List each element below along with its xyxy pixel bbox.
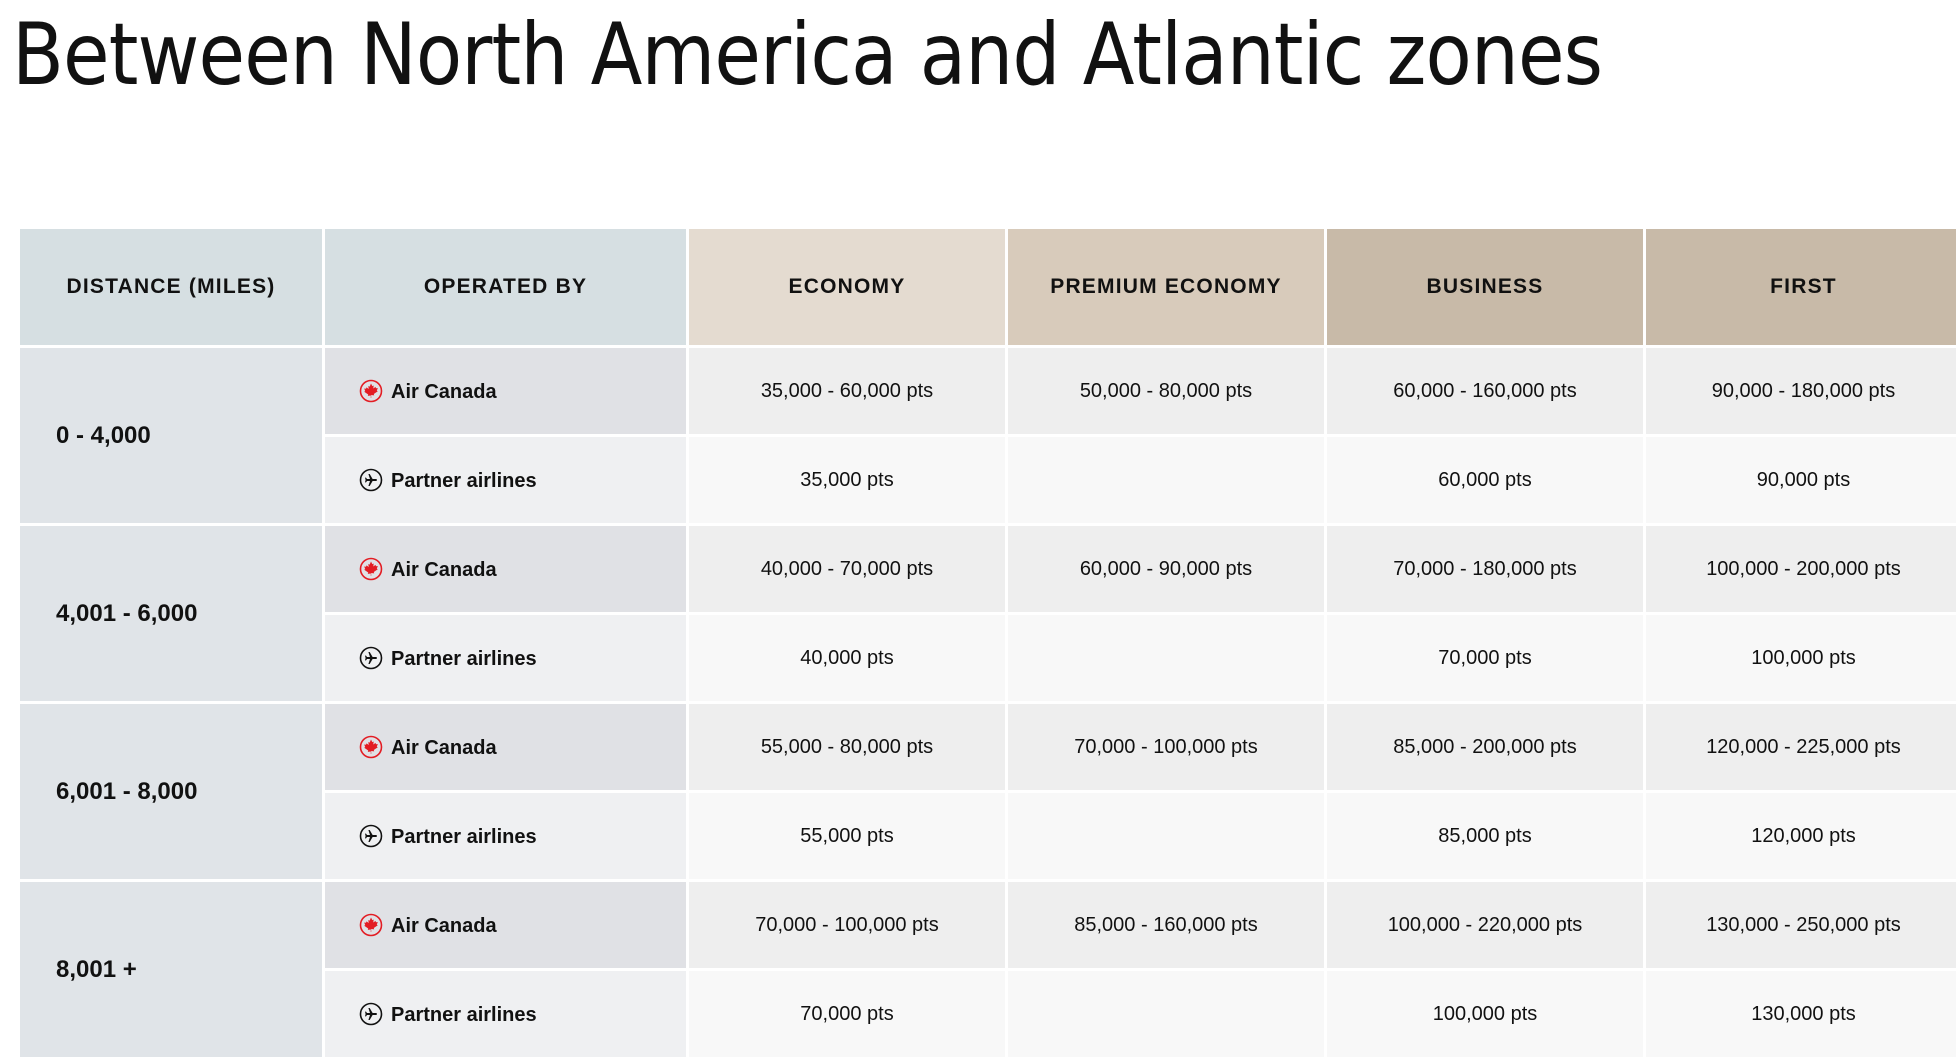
airplane-icon	[359, 824, 383, 848]
economy-points-cell: 55,000 pts	[689, 793, 1005, 879]
premium-points-cell: 60,000 - 90,000 pts	[1008, 526, 1324, 612]
operator-name: Air Canada	[391, 380, 497, 403]
table-row: Partner airlines 55,000 pts 85,000 pts 120,…	[20, 793, 1956, 879]
first-points-cell: 130,000 - 250,000 pts	[1646, 882, 1956, 968]
economy-points-cell: 35,000 - 60,000 pts	[689, 348, 1005, 434]
operator-name: Air Canada	[391, 558, 497, 581]
operator-cell: Air Canada	[325, 348, 686, 434]
header-distance: DISTANCE (MILES)	[20, 229, 322, 345]
business-points-cell: 60,000 - 160,000 pts	[1327, 348, 1643, 434]
operator-name: Partner airlines	[391, 1003, 537, 1026]
operator-name: Partner airlines	[391, 647, 537, 670]
distance-cell: 6,001 - 8,000	[20, 704, 322, 879]
premium-points-cell: 85,000 - 160,000 pts	[1008, 882, 1324, 968]
header-first: FIRST	[1646, 229, 1956, 345]
business-points-cell: 70,000 - 180,000 pts	[1327, 526, 1643, 612]
economy-points-cell: 35,000 pts	[689, 437, 1005, 523]
table-row: 0 - 4,000 Air Canada 35,000 - 60,000 pts 50…	[20, 348, 1956, 523]
first-points-cell: 120,000 - 225,000 pts	[1646, 704, 1956, 790]
first-points-cell: 120,000 pts	[1646, 793, 1956, 879]
operator-name: Partner airlines	[391, 469, 537, 492]
operator-cell: Partner airlines	[325, 793, 686, 879]
header-economy: ECONOMY	[689, 229, 1005, 345]
business-points-cell: 100,000 - 220,000 pts	[1327, 882, 1643, 968]
business-points-cell: 85,000 pts	[1327, 793, 1643, 879]
table-row: 4,001 - 6,000 Air Canada 40,000 - 70,000 p…	[20, 526, 1956, 701]
airplane-icon	[359, 1002, 383, 1026]
first-points-cell: 90,000 - 180,000 pts	[1646, 348, 1956, 434]
page-title: Between North America and Atlantic zones	[12, 5, 1603, 105]
maple-leaf-icon	[359, 557, 383, 581]
airplane-icon	[359, 468, 383, 492]
operator-cell: Air Canada	[325, 882, 686, 968]
business-points-cell: 85,000 - 200,000 pts	[1327, 704, 1643, 790]
business-points-cell: 60,000 pts	[1327, 437, 1643, 523]
table-row: Partner airlines 70,000 pts 100,000 pts 130…	[20, 971, 1956, 1057]
header-premium-economy: PREMIUM ECONOMY	[1008, 229, 1324, 345]
table-row: 8,001 + Air Canada 70,000 - 100,000 pts 85,…	[20, 882, 1956, 1057]
premium-points-cell	[1008, 615, 1324, 701]
premium-points-cell	[1008, 971, 1324, 1057]
maple-leaf-icon	[359, 913, 383, 937]
maple-leaf-icon	[359, 735, 383, 759]
first-points-cell: 100,000 - 200,000 pts	[1646, 526, 1956, 612]
first-points-cell: 100,000 pts	[1646, 615, 1956, 701]
operator-cell: Partner airlines	[325, 971, 686, 1057]
operator-name: Air Canada	[391, 736, 497, 759]
economy-points-cell: 70,000 - 100,000 pts	[689, 882, 1005, 968]
header-row: DISTANCE (MILES) OPERATED BY ECONOMY PRE…	[20, 229, 1956, 345]
premium-points-cell: 70,000 - 100,000 pts	[1008, 704, 1324, 790]
premium-points-cell	[1008, 793, 1324, 879]
table-row: Partner airlines 40,000 pts 70,000 pts 100,…	[20, 615, 1956, 701]
economy-points-cell: 55,000 - 80,000 pts	[689, 704, 1005, 790]
business-points-cell: 70,000 pts	[1327, 615, 1643, 701]
premium-points-cell: 50,000 - 80,000 pts	[1008, 348, 1324, 434]
first-points-cell: 130,000 pts	[1646, 971, 1956, 1057]
business-points-cell: 100,000 pts	[1327, 971, 1643, 1057]
premium-points-cell	[1008, 437, 1324, 523]
award-chart-table: DISTANCE (MILES) OPERATED BY ECONOMY PRE…	[17, 226, 1956, 1060]
airplane-icon	[359, 646, 383, 670]
distance-cell: 8,001 +	[20, 882, 322, 1057]
operator-cell: Air Canada	[325, 526, 686, 612]
operator-name: Partner airlines	[391, 825, 537, 848]
header-business: BUSINESS	[1327, 229, 1643, 345]
operator-cell: Air Canada	[325, 704, 686, 790]
header-operated-by: OPERATED BY	[325, 229, 686, 345]
economy-points-cell: 70,000 pts	[689, 971, 1005, 1057]
economy-points-cell: 40,000 pts	[689, 615, 1005, 701]
operator-cell: Partner airlines	[325, 437, 686, 523]
distance-cell: 0 - 4,000	[20, 348, 322, 523]
economy-points-cell: 40,000 - 70,000 pts	[689, 526, 1005, 612]
operator-cell: Partner airlines	[325, 615, 686, 701]
distance-cell: 4,001 - 6,000	[20, 526, 322, 701]
table-row: 6,001 - 8,000 Air Canada 55,000 - 80,000 p…	[20, 704, 1956, 879]
maple-leaf-icon	[359, 379, 383, 403]
operator-name: Air Canada	[391, 914, 497, 937]
first-points-cell: 90,000 pts	[1646, 437, 1956, 523]
table-row: Partner airlines 35,000 pts 60,000 pts 90,0…	[20, 437, 1956, 523]
